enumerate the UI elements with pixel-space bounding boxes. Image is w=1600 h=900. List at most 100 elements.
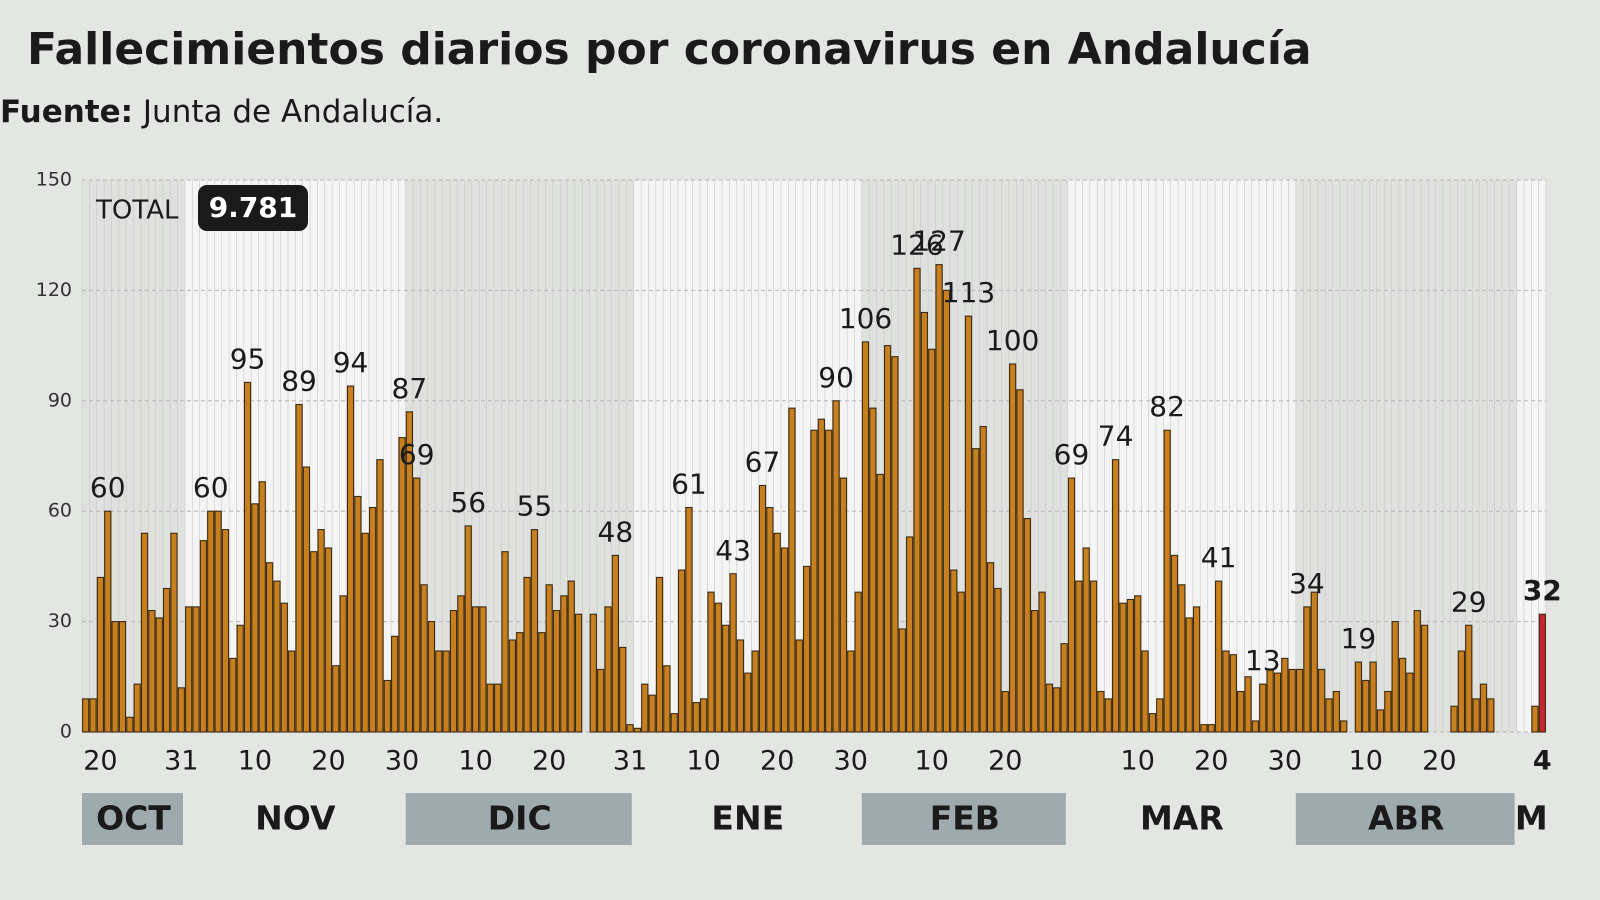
bar [1332, 690, 1340, 733]
bar [530, 529, 539, 733]
bar [1229, 654, 1237, 733]
bar [1089, 580, 1098, 733]
bar [700, 698, 708, 733]
total-value: 9.781 [209, 191, 298, 224]
bar [1016, 389, 1024, 733]
x-tick-label: 20 [532, 746, 566, 777]
bar [383, 679, 391, 733]
chart-title: Fallecimientos diarios por coronavirus e… [27, 24, 1312, 75]
bar [280, 602, 288, 733]
x-tick-label: 10 [915, 746, 949, 777]
bar [1310, 591, 1318, 733]
bar [1384, 690, 1392, 733]
value-label: 34 [1289, 567, 1325, 600]
bar [803, 565, 811, 733]
total-label: TOTAL [95, 196, 179, 226]
bar [96, 576, 105, 733]
bar [950, 569, 958, 733]
bar [957, 591, 965, 733]
value-label: 61 [671, 468, 707, 501]
bar [1214, 580, 1223, 733]
bar [751, 650, 759, 733]
bar [82, 698, 90, 733]
value-label: 106 [839, 302, 892, 335]
bar [935, 264, 943, 733]
bar [501, 551, 509, 733]
bar [1281, 657, 1289, 733]
bar [1104, 698, 1112, 733]
bar [758, 484, 767, 733]
bar [427, 621, 436, 733]
y-tick-label: 0 [60, 721, 72, 743]
bar [1340, 720, 1348, 733]
month-label: MAR [1140, 799, 1224, 838]
month-box [1295, 793, 1515, 845]
bar [626, 724, 634, 733]
bar [773, 532, 781, 733]
bar [199, 540, 208, 733]
bar [148, 610, 156, 733]
bar [1413, 610, 1421, 733]
bar [1303, 606, 1311, 733]
bar [714, 602, 722, 733]
x-tick-label: 31 [613, 746, 647, 777]
bar [979, 426, 987, 733]
bar [567, 580, 575, 733]
bar [736, 639, 745, 733]
bar [906, 536, 914, 733]
bar [1487, 698, 1495, 733]
x-tick-label: 20 [1194, 746, 1228, 777]
bar [1362, 679, 1370, 733]
bar [1111, 459, 1120, 733]
bar [832, 400, 840, 733]
month-box [82, 793, 183, 845]
bar [670, 713, 678, 733]
bar [1156, 698, 1164, 733]
bar [619, 646, 627, 733]
bar [854, 591, 862, 733]
bar [265, 562, 274, 733]
bar [788, 407, 796, 733]
bar [251, 503, 259, 733]
bar [861, 341, 870, 733]
bar [1067, 477, 1076, 733]
bar [1244, 676, 1252, 733]
x-tick-label: 4 [1533, 746, 1552, 777]
month-label: ABR [1368, 799, 1444, 838]
value-label: 95 [230, 342, 266, 375]
bar [964, 315, 973, 733]
bar [214, 510, 222, 733]
bar [1060, 643, 1068, 733]
bar [1420, 624, 1429, 733]
bar [1053, 687, 1061, 733]
x-tick-label: 20 [1422, 746, 1456, 777]
bar [1237, 690, 1245, 733]
value-label: 126 [890, 228, 943, 261]
value-label: 48 [598, 515, 634, 548]
bar [1141, 650, 1149, 733]
bar [118, 621, 127, 733]
bar [391, 635, 399, 733]
bar [655, 576, 664, 733]
bar [1376, 709, 1385, 733]
bar [1251, 720, 1260, 733]
bar [1075, 580, 1083, 733]
value-label: 32 [1523, 574, 1562, 607]
value-label: 82 [1149, 390, 1185, 423]
bar [471, 606, 480, 733]
bar [1266, 668, 1274, 733]
bar [185, 606, 193, 733]
bar [839, 477, 848, 733]
value-label: 19 [1341, 622, 1377, 655]
bar [317, 529, 325, 733]
bar [435, 650, 443, 733]
bar [1259, 683, 1267, 733]
bar [942, 289, 951, 733]
bar [413, 477, 421, 733]
bar [508, 639, 517, 733]
value-label: 69 [399, 438, 435, 471]
bar [574, 613, 583, 733]
bar [677, 569, 686, 733]
bar [1288, 668, 1296, 733]
